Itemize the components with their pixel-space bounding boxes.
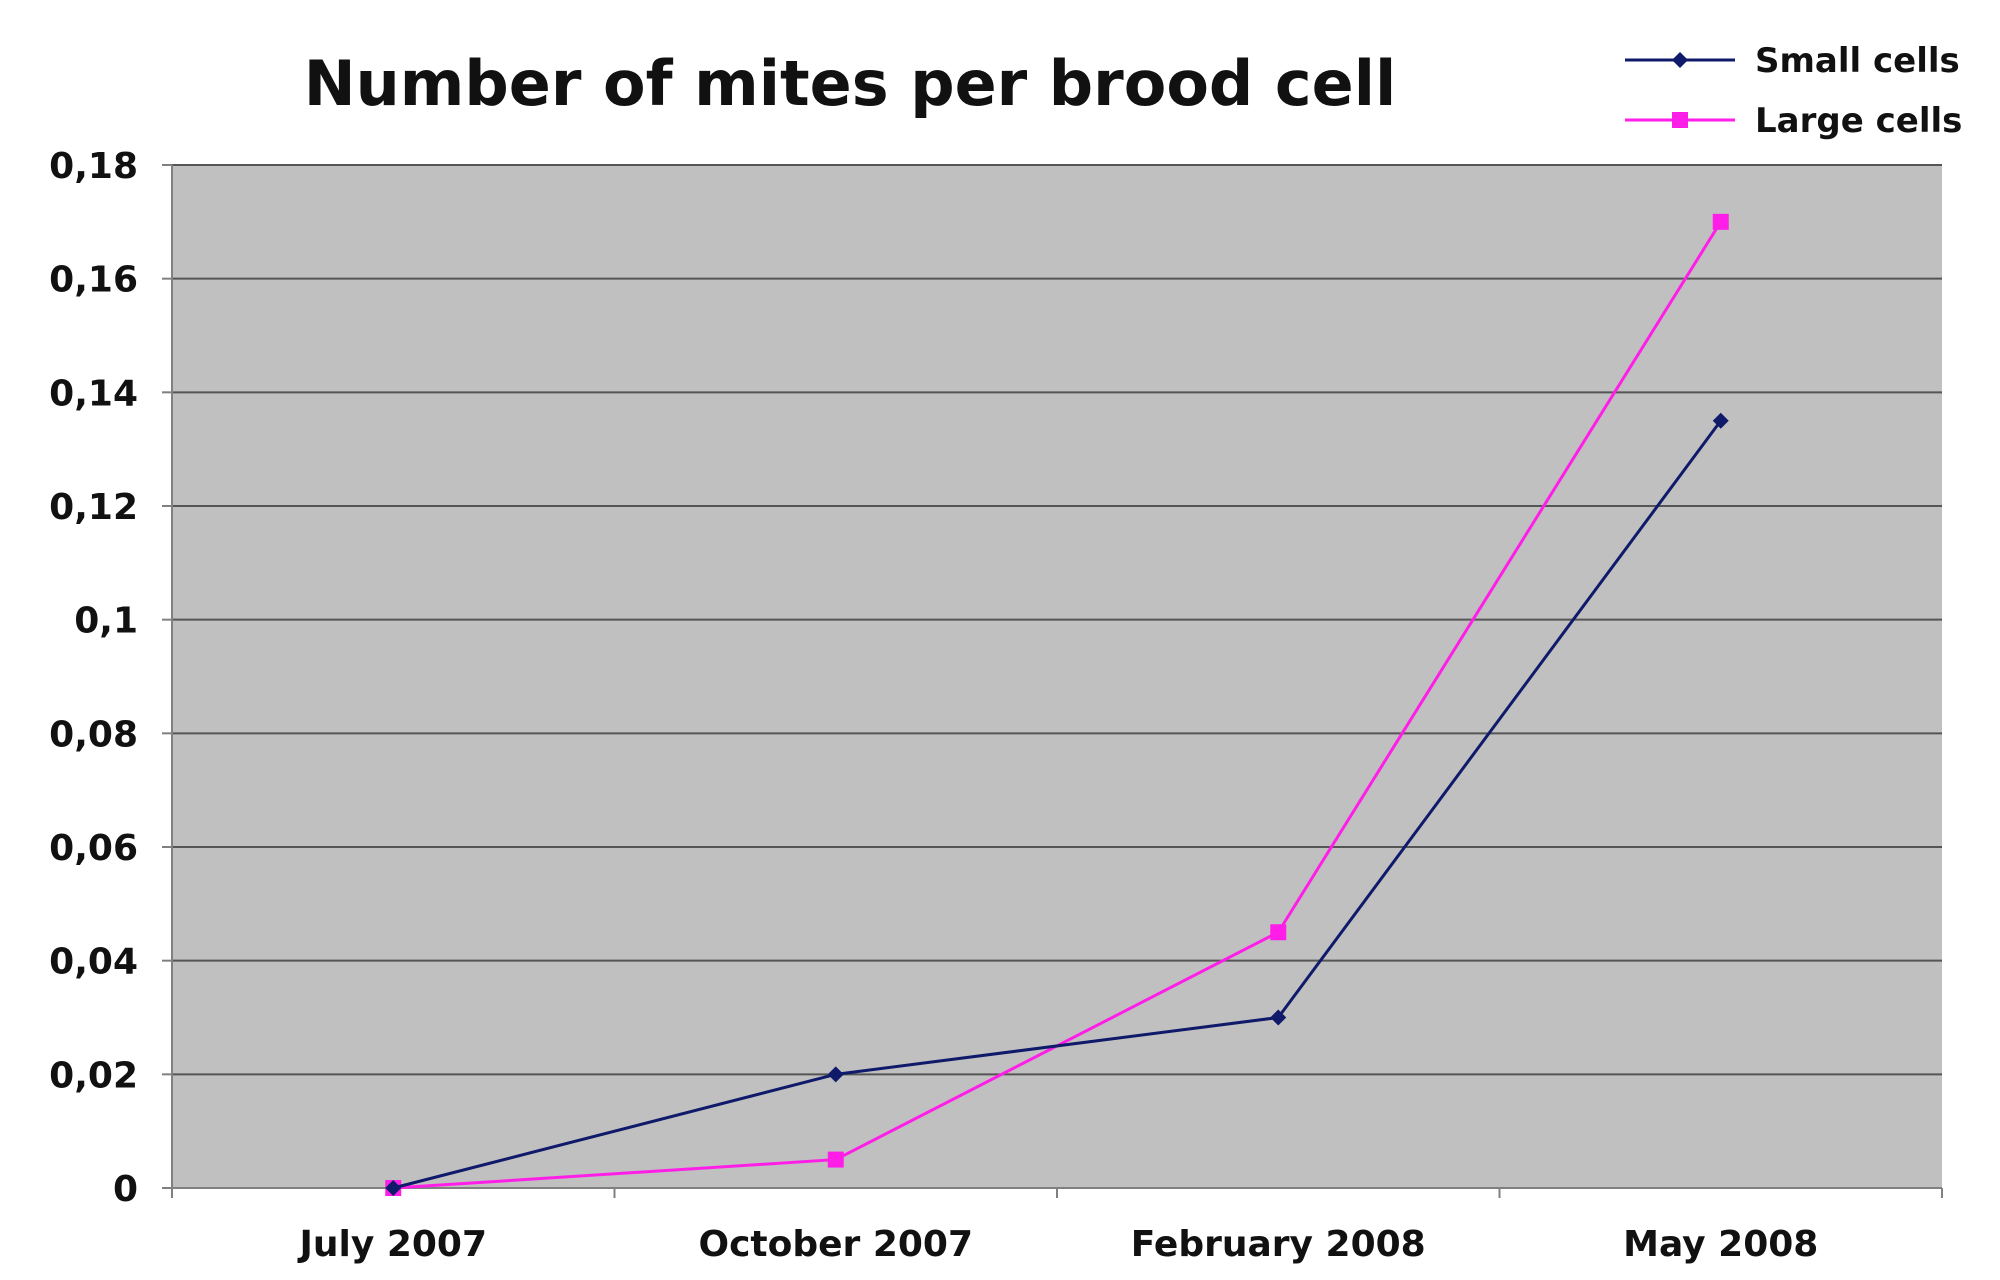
y-tick-label: 0,18 (49, 146, 138, 187)
series-line-small-cells (392, 419, 1722, 1190)
plot-area (172, 165, 1942, 1188)
y-tick-label: 0,16 (49, 260, 138, 301)
data-point-large-cells (1712, 213, 1729, 230)
x-axis-ticks: July 2007 October 2007 February 2008 May 20… (296, 1224, 1818, 1265)
y-axis-ticks: 0 0,02 0,04 0,06 0,08 0,1 0,12 0,14 0,16 0,18 (49, 146, 138, 1210)
y-tick-label: 0 (113, 1169, 138, 1210)
y-tick-label: 0,04 (49, 942, 138, 983)
data-point-small-cells (1270, 1009, 1287, 1026)
x-tick-label: October 2007 (698, 1224, 973, 1265)
y-tick-label: 0,06 (49, 828, 138, 869)
axes (162, 164, 1943, 1198)
y-tick-label: 0,14 (49, 373, 138, 414)
gridlines (172, 164, 1942, 1076)
y-tick-label: 0,02 (49, 1055, 138, 1096)
data-point-large-cells (1270, 924, 1287, 941)
legend: Small cells Large cells (1625, 41, 1962, 141)
y-tick-label: 0,08 (49, 714, 138, 755)
x-tick-label: July 2007 (296, 1224, 487, 1265)
x-tick-label: February 2008 (1131, 1224, 1426, 1265)
data-point-small-cells (1712, 412, 1729, 429)
data-point-large-cells (827, 1151, 844, 1168)
legend-marker-large-cells (1672, 112, 1688, 128)
series-group (385, 213, 1729, 1196)
y-tick-label: 0,1 (74, 601, 138, 642)
y-tick-label: 0,12 (49, 487, 138, 528)
legend-label-small-cells: Small cells (1755, 41, 1960, 81)
data-point-small-cells (827, 1066, 844, 1083)
chart-title: Number of mites per brood cell (304, 47, 1396, 120)
legend-label-large-cells: Large cells (1755, 101, 1962, 141)
legend-marker-small-cells (1672, 52, 1688, 68)
x-tick-label: May 2008 (1623, 1224, 1818, 1265)
data-point-small-cells (385, 1180, 402, 1196)
